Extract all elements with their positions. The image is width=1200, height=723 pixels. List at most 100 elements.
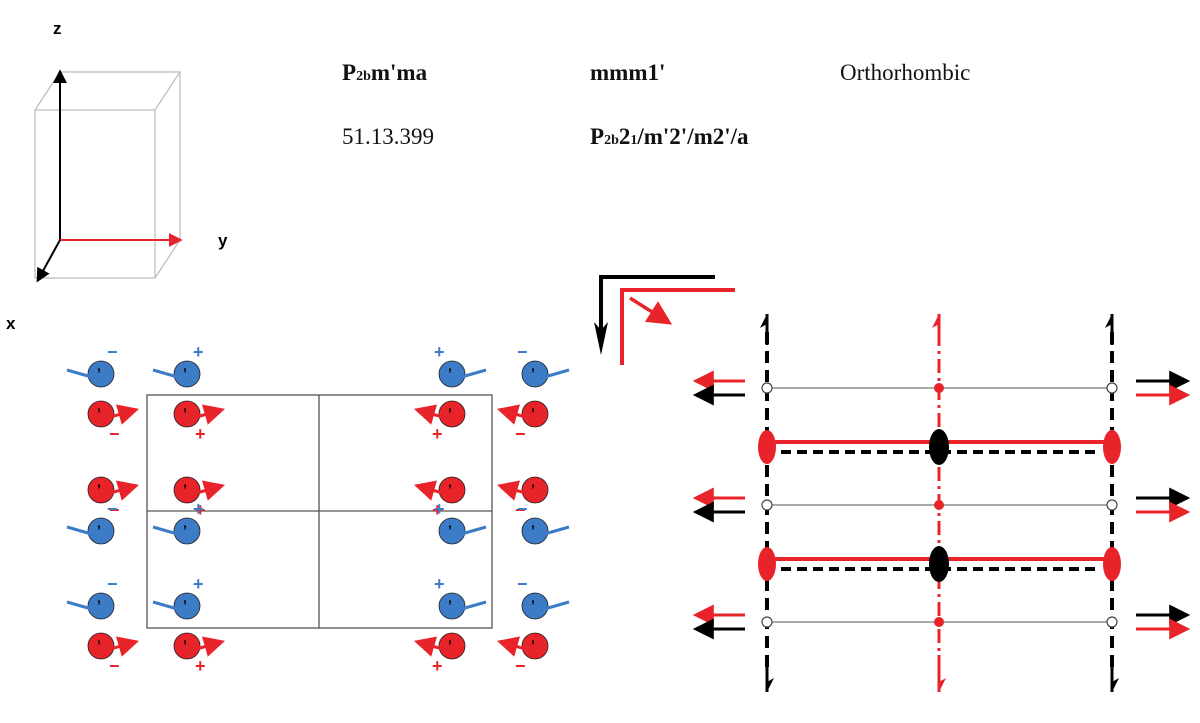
prime-mark: ’ [448, 597, 452, 613]
plus-sign: + [193, 574, 204, 594]
minus-sign: − [107, 342, 118, 362]
corner-black-angle [599, 275, 715, 340]
inversion-center-red-1 [934, 383, 944, 393]
moment-arrow [496, 480, 530, 501]
moment-arrow [66, 368, 96, 380]
screw-axis-top-left [760, 314, 769, 345]
corner-red-angle [620, 288, 735, 365]
twofold-axis-red-right-1 [1103, 430, 1121, 464]
moment-atom [173, 360, 201, 388]
inversion-center-right-1 [1106, 382, 1118, 394]
moment-red-23: ’+ [413, 632, 466, 676]
point-group: mmm1' [590, 60, 666, 85]
minus-sign: − [109, 500, 120, 520]
moment-atom [521, 476, 549, 504]
prime-mark: ’ [97, 405, 101, 421]
twofold-axis-red-left-2 [758, 547, 776, 581]
minus-sign: − [109, 656, 120, 676]
prime-mark: ’ [97, 597, 101, 613]
moment-atom [438, 592, 466, 620]
axes-box: z y x [6, 19, 228, 333]
moment-atom [173, 476, 201, 504]
prime-mark: ’ [183, 597, 187, 613]
minus-sign: − [517, 499, 528, 519]
moment-red-21: ’− [87, 632, 140, 676]
moment-arrow [413, 480, 447, 501]
screw-axis-head [767, 678, 774, 692]
twofold-axis-black-1 [929, 429, 949, 465]
moment-blue-4: ’− [517, 342, 570, 388]
moment-atom [87, 360, 115, 388]
x-axis-label: x [6, 314, 16, 333]
moment-blue-18: ’+ [152, 574, 204, 620]
prime-mark: ’ [448, 481, 452, 497]
moment-arrow [540, 600, 570, 612]
moment-red-11: ’+ [413, 476, 466, 520]
moment-arrow [540, 525, 570, 537]
moment-atom [438, 632, 466, 660]
moment-arrow [152, 368, 182, 380]
full-symbol: P2b21/m'2'/m2'/a [590, 124, 749, 149]
plus-sign: + [432, 500, 443, 520]
minus-sign: − [515, 500, 526, 520]
moment-arrow [152, 525, 182, 537]
prime-mark: ’ [531, 597, 535, 613]
minus-sign: − [107, 499, 118, 519]
plus-sign: + [195, 424, 206, 444]
moment-red-22: ’+ [173, 632, 226, 676]
screw-axis-bottom-center [937, 655, 946, 692]
moment-atom [438, 517, 466, 545]
screw-axis-bottom-left [765, 655, 774, 692]
prime-mark: ’ [183, 522, 187, 538]
moment-atom [87, 632, 115, 660]
moment-blue-19: ’+ [434, 574, 487, 620]
corner-red-arrow [629, 296, 673, 325]
moment-arrow [192, 636, 226, 657]
moment-red-8: ’− [496, 400, 549, 444]
prime-mark: ’ [448, 405, 452, 421]
moment-red-6: ’+ [173, 400, 226, 444]
minus-sign: − [107, 574, 118, 594]
box-top-face [33, 71, 182, 111]
inversion-center-left-2 [761, 499, 773, 511]
glide-plane-corner-symbol [594, 275, 735, 365]
screw-axis-top-right [1105, 314, 1114, 345]
plus-sign: + [195, 500, 206, 520]
moment-atom [438, 400, 466, 428]
inversion-center-left-3 [761, 616, 773, 628]
moment-arrow [457, 525, 487, 537]
inversion-center-right-3 [1106, 616, 1118, 628]
prime-mark: ’ [97, 365, 101, 381]
moment-atom [521, 360, 549, 388]
moment-arrow [106, 404, 140, 425]
moment-atom [521, 632, 549, 660]
moment-red-7: ’+ [413, 400, 466, 444]
screw-axis-top-center [932, 314, 941, 345]
moment-blue-20: ’− [517, 574, 570, 620]
plus-sign: + [434, 574, 445, 594]
moment-blue-16: ’− [517, 499, 570, 545]
moment-red-9: ’− [87, 476, 140, 520]
moment-arrow [413, 404, 447, 425]
box-right-edge [154, 72, 181, 279]
moment-red-24: ’− [496, 632, 549, 676]
minus-sign: − [517, 342, 528, 362]
moment-arrow [66, 525, 96, 537]
moment-arrow [106, 636, 140, 657]
symmetry-elements-diagram [692, 314, 1191, 692]
screw-axis-head [1112, 678, 1119, 692]
screw-axis-head [760, 314, 767, 328]
plus-sign: + [434, 499, 445, 519]
minus-sign: − [515, 424, 526, 444]
bns-number: 51.13.399 [342, 124, 434, 149]
plus-sign: + [193, 499, 204, 519]
moment-atom [438, 360, 466, 388]
moment-red-10: ’+ [173, 476, 226, 520]
plus-sign: + [195, 656, 206, 676]
moment-atom [521, 592, 549, 620]
moment-blue-17: ’− [66, 574, 118, 620]
prime-mark: ’ [97, 522, 101, 538]
moment-atom [87, 400, 115, 428]
prime-mark: ’ [183, 637, 187, 653]
moment-atom [521, 400, 549, 428]
